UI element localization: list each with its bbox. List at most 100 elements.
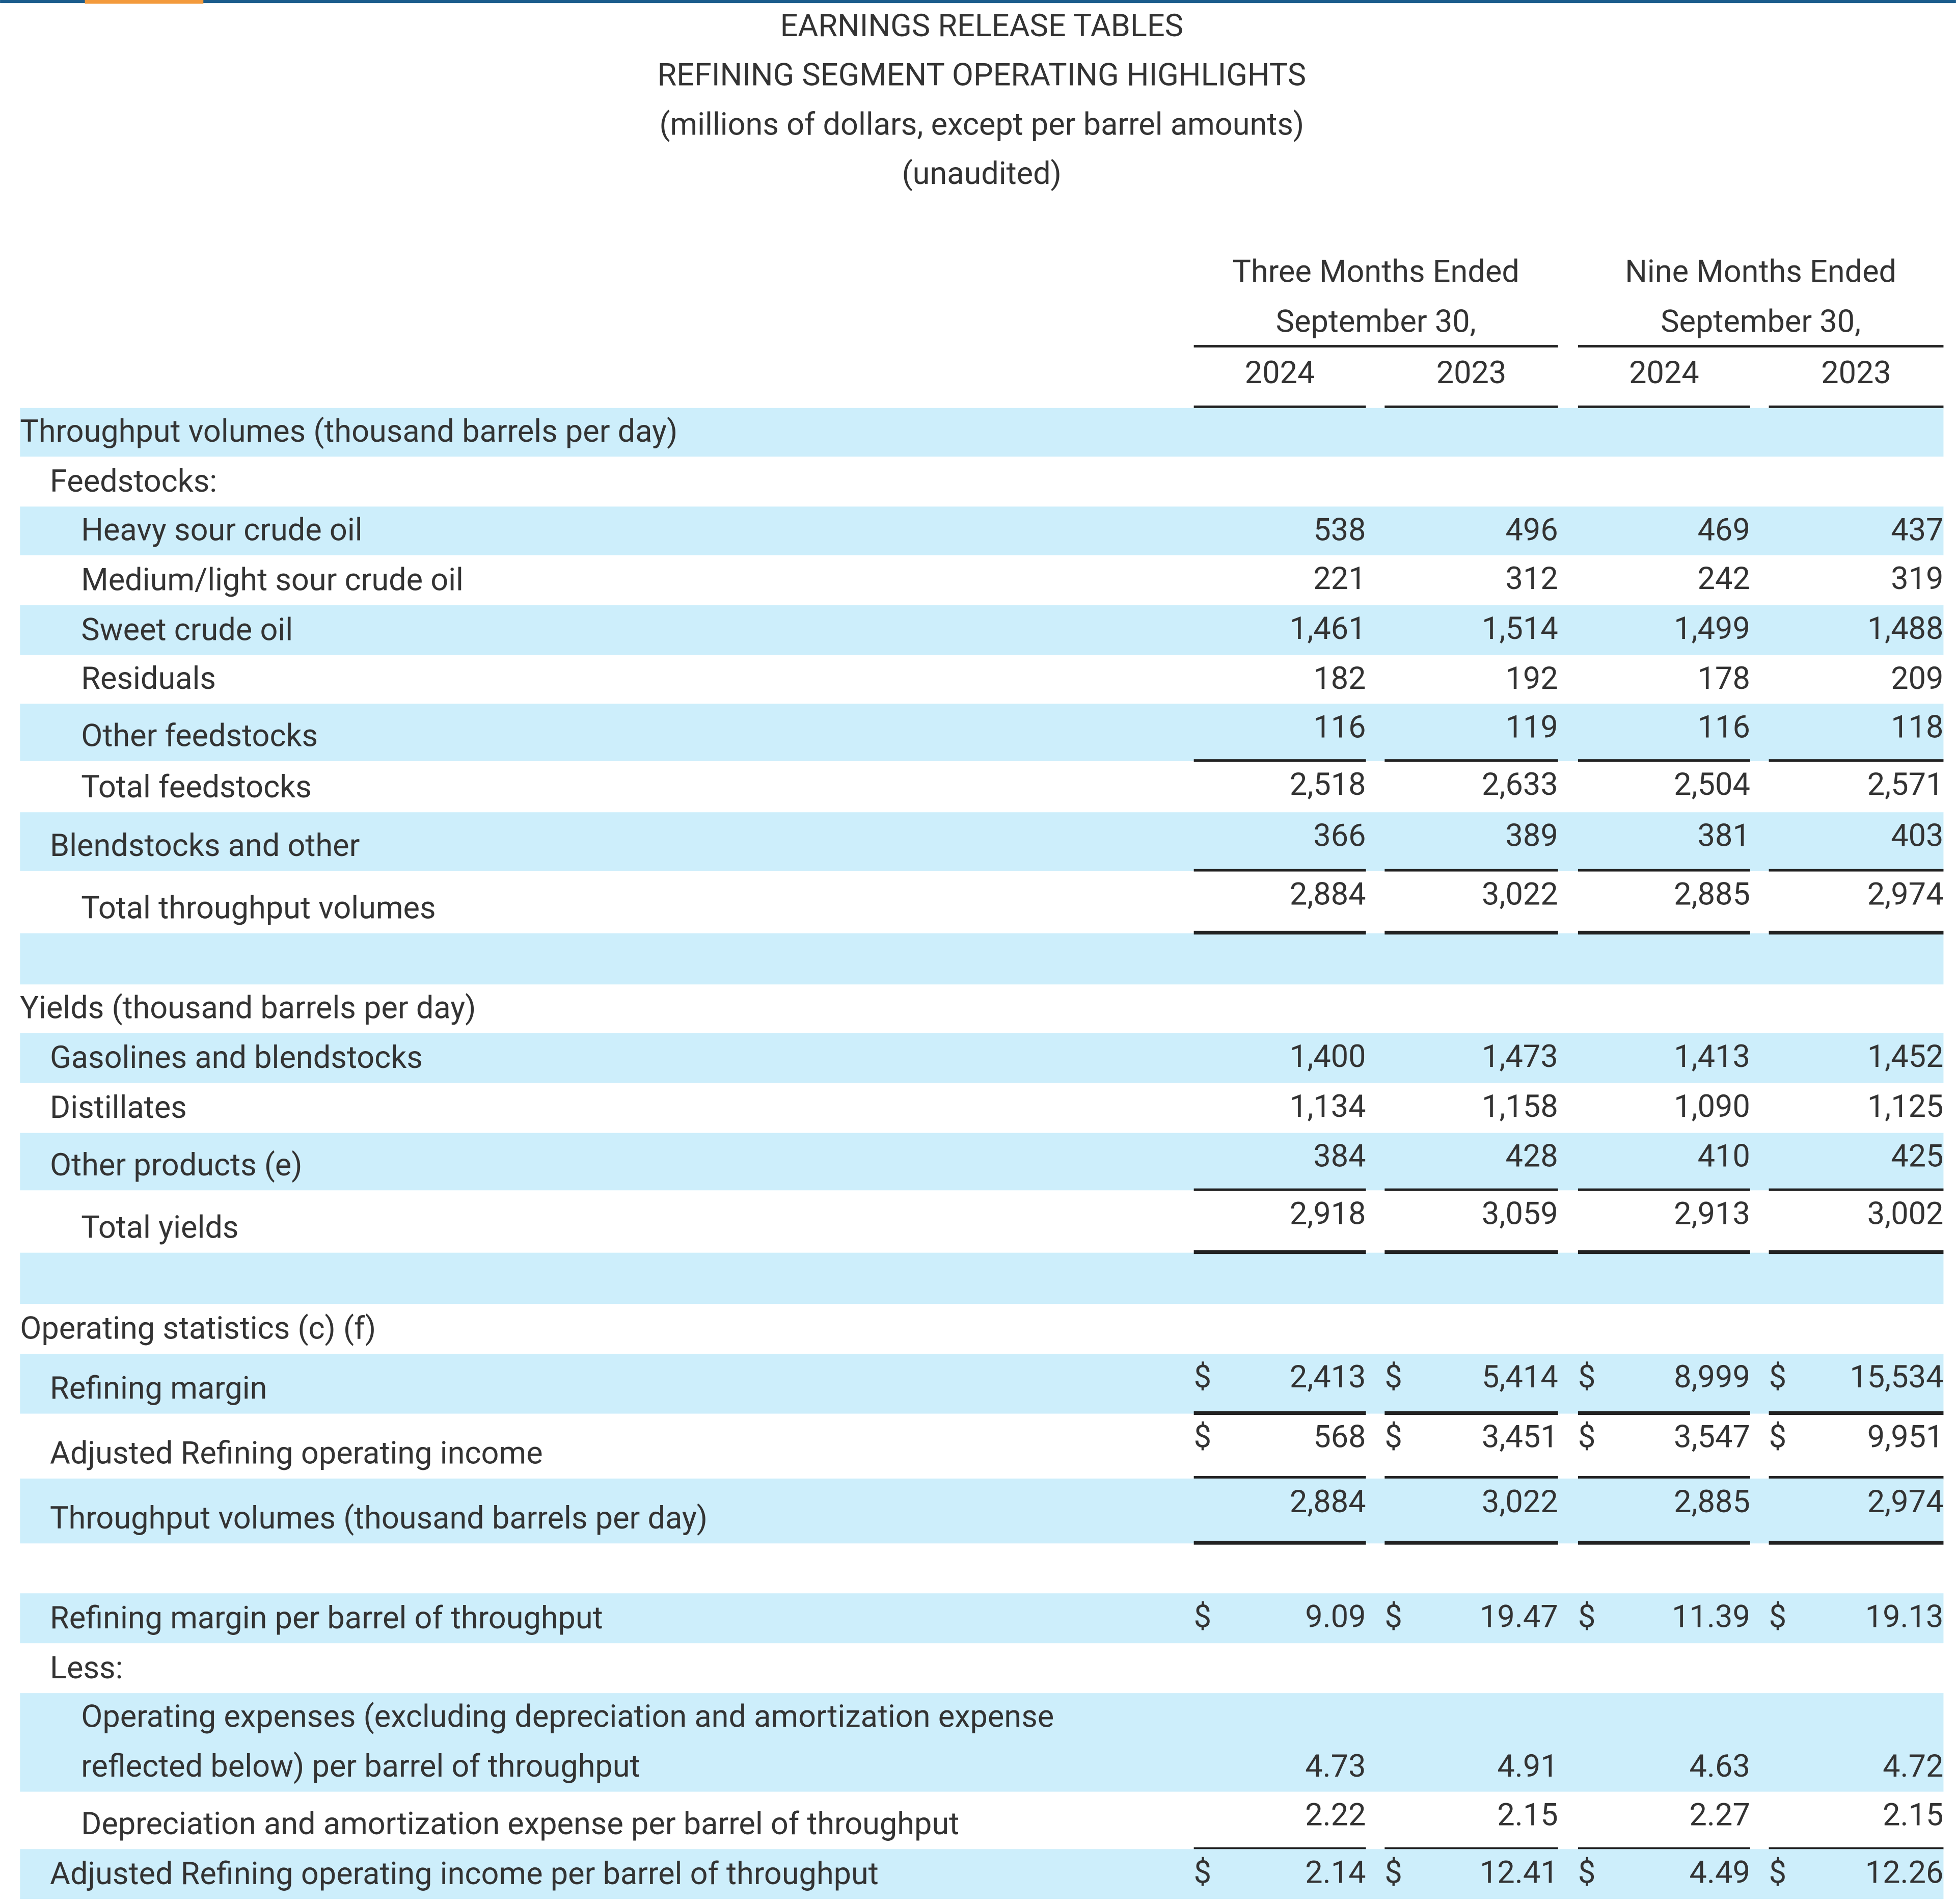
cell-value: 4.63: [1690, 1748, 1750, 1784]
row-label: Heavy sour crude oil: [81, 511, 362, 548]
rule: [1193, 759, 1366, 762]
row-label: Blendstocks and other: [50, 827, 360, 864]
rule: [1193, 869, 1366, 872]
row-label: Throughput volumes (thousand barrels per…: [50, 1499, 708, 1536]
cell-value: 19.47: [1480, 1598, 1558, 1634]
rule: [1384, 1188, 1558, 1191]
top-border: [0, 0, 1956, 4]
cell-value: 568: [1313, 1418, 1366, 1455]
currency-symbol: $: [1769, 1418, 1786, 1455]
cell-value: 428: [1506, 1138, 1558, 1174]
row-shade: [20, 605, 1944, 655]
title-line: REFINING SEGMENT OPERATING HIGHLIGHTS: [658, 57, 1307, 93]
currency-symbol: $: [1384, 1418, 1402, 1455]
rule: [1384, 1847, 1558, 1850]
rule: [1384, 1411, 1558, 1415]
cell-value: 437: [1891, 511, 1943, 548]
rule: [1769, 1250, 1944, 1254]
column-group-date: September 30,: [1661, 303, 1861, 339]
cell-value: 1,158: [1482, 1088, 1558, 1124]
cell-value: 1,473: [1482, 1038, 1558, 1075]
cell-value: 2,974: [1867, 1483, 1944, 1520]
cell-value: 2,918: [1290, 1195, 1366, 1231]
rule: [1769, 1541, 1944, 1545]
cell-value: 4.73: [1305, 1748, 1366, 1784]
cell-value: 469: [1698, 511, 1750, 548]
row-shade: [20, 812, 1944, 871]
column-group-date: September 30,: [1276, 303, 1476, 339]
cell-value: 2,913: [1674, 1195, 1750, 1231]
rule: [1578, 1250, 1750, 1254]
cell-value: 1,499: [1674, 610, 1750, 647]
cell-value: 118: [1891, 708, 1943, 745]
currency-symbol: $: [1384, 1358, 1402, 1395]
row-label: Gasolines and blendstocks: [50, 1039, 423, 1076]
currency-symbol: $: [1384, 1598, 1402, 1634]
cell-value: 2.15: [1883, 1796, 1943, 1833]
cell-value: 12.41: [1480, 1854, 1558, 1890]
row-label: Total yields: [81, 1209, 238, 1245]
cell-value: 192: [1506, 660, 1558, 696]
rule: [1193, 1476, 1366, 1480]
rule: [1578, 1541, 1750, 1545]
rule: [1384, 930, 1558, 935]
rule: [1578, 930, 1750, 935]
row-label: Residuals: [81, 660, 216, 696]
currency-symbol: $: [1769, 1358, 1786, 1395]
cell-value: 389: [1506, 817, 1558, 853]
rule: [1384, 1250, 1558, 1254]
cell-value: 2,633: [1482, 766, 1558, 802]
row-label: Total feedstocks: [81, 768, 312, 805]
cell-value: 496: [1506, 511, 1558, 548]
cell-value: 3,022: [1482, 1483, 1558, 1520]
cell-value: 312: [1506, 560, 1558, 597]
cell-value: 209: [1891, 660, 1943, 696]
cell-value: 2,885: [1674, 875, 1750, 912]
cell-value: 3,059: [1482, 1195, 1558, 1231]
rule: [1193, 1541, 1366, 1545]
row-label: Operating expenses (excluding depreciati…: [81, 1698, 1054, 1734]
cell-value: 2,504: [1674, 766, 1750, 802]
title-line: EARNINGS RELEASE TABLES: [780, 7, 1183, 44]
cell-value: 538: [1313, 511, 1366, 548]
cell-value: 2.27: [1690, 1796, 1750, 1833]
cell-value: 1,461: [1290, 610, 1366, 647]
cell-value: 9,951: [1867, 1418, 1944, 1455]
rule: [1769, 930, 1944, 935]
row-shade: [20, 1849, 1944, 1899]
rule: [1193, 345, 1558, 348]
column-group-period: Nine Months Ended: [1625, 253, 1896, 289]
cell-value: 384: [1313, 1138, 1366, 1174]
row-shade: [20, 1478, 1944, 1544]
currency-symbol: $: [1578, 1358, 1595, 1395]
rule: [1193, 405, 1366, 409]
cell-value: 242: [1698, 560, 1750, 597]
currency-symbol: $: [1194, 1358, 1211, 1395]
currency-symbol: $: [1194, 1598, 1211, 1634]
column-group-period: Three Months Ended: [1233, 253, 1519, 289]
cell-value: 1,090: [1674, 1088, 1750, 1124]
cell-value: 366: [1313, 817, 1366, 853]
currency-symbol: $: [1578, 1598, 1595, 1634]
cell-value: 2,884: [1290, 1483, 1366, 1520]
top-accent: [85, 0, 204, 4]
rule: [1384, 869, 1558, 872]
cell-value: 425: [1891, 1138, 1943, 1174]
row-shade: [20, 1693, 1944, 1792]
cell-value: 410: [1698, 1138, 1750, 1174]
cell-value: 2.15: [1497, 1796, 1558, 1833]
cell-value: 8,999: [1674, 1358, 1750, 1395]
rule: [1384, 1541, 1558, 1545]
currency-symbol: $: [1194, 1418, 1211, 1455]
currency-symbol: $: [1194, 1854, 1211, 1890]
row-label: Sweet crude oil: [81, 611, 293, 648]
rule: [1193, 1847, 1366, 1850]
cell-value: 2,885: [1674, 1483, 1750, 1520]
row-label: Other feedstocks: [81, 717, 318, 754]
cell-value: 116: [1313, 708, 1366, 745]
row-label: Other products (e): [50, 1146, 303, 1183]
cell-value: 2,974: [1867, 875, 1944, 912]
cell-value: 2,518: [1290, 766, 1366, 802]
rule: [1578, 1188, 1750, 1191]
